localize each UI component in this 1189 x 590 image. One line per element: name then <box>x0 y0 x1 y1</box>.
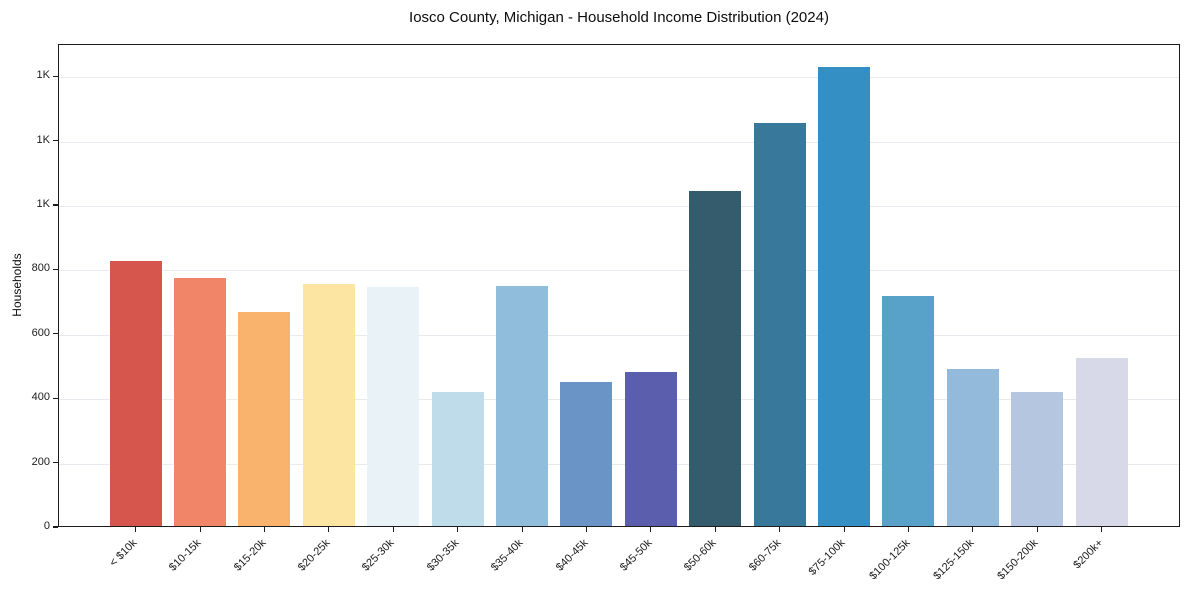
bar <box>238 312 291 526</box>
bar <box>624 371 677 526</box>
bar <box>1011 392 1064 526</box>
x-tick-mark <box>457 527 459 532</box>
x-tick-label: $150-200k <box>995 537 1041 583</box>
x-tick-mark <box>843 527 845 532</box>
bar <box>495 286 548 526</box>
gridline <box>59 334 1179 336</box>
x-tick-mark <box>199 527 201 532</box>
y-tick-mark <box>53 397 58 399</box>
bar <box>946 368 999 526</box>
gridline <box>59 77 1179 79</box>
gridline <box>59 270 1179 272</box>
y-tick-label: 0 <box>43 520 50 532</box>
y-tick-label: 1K <box>36 133 50 146</box>
x-tick-mark <box>135 527 137 532</box>
x-tick-mark <box>650 527 652 532</box>
x-tick-mark <box>1101 527 1103 532</box>
x-tick-mark <box>521 527 523 532</box>
y-tick-mark <box>53 526 58 528</box>
bar <box>1075 357 1128 526</box>
x-tick-label: $20-25k <box>295 537 333 574</box>
x-tick-mark <box>392 527 394 532</box>
y-tick-label: 200 <box>31 455 50 468</box>
y-tick-mark <box>53 268 58 270</box>
plot-area <box>58 44 1180 527</box>
y-tick-label: 400 <box>31 391 50 404</box>
x-tick-label: $10-15k <box>166 537 204 574</box>
bar <box>753 122 806 526</box>
y-tick-mark <box>53 75 58 77</box>
y-tick-mark <box>53 140 58 142</box>
y-tick-mark <box>53 204 58 206</box>
y-tick-label: 800 <box>31 262 50 275</box>
y-tick-label: 1K <box>36 198 50 210</box>
bar <box>882 296 935 526</box>
x-tick-label: $45-50k <box>617 537 655 574</box>
gridline <box>59 399 1179 401</box>
gridline <box>59 141 1179 143</box>
x-tick-label: $30-35k <box>424 537 462 574</box>
x-tick-mark <box>328 527 330 532</box>
x-tick-label: $15-20k <box>231 537 268 574</box>
x-tick-mark <box>263 527 266 532</box>
x-tick-label: $60-75k <box>746 537 784 574</box>
y-tick-label: 600 <box>31 326 50 339</box>
bar <box>817 66 870 526</box>
x-tick-label: $200k+ <box>1070 537 1106 572</box>
bar <box>173 277 226 526</box>
bar <box>431 392 484 526</box>
gridline <box>59 463 1179 465</box>
x-tick-label: $100-125k <box>866 537 912 583</box>
x-tick-label: $50-60k <box>682 537 719 574</box>
bar <box>302 283 355 526</box>
chart-title: Iosco County, Michigan - Household Incom… <box>409 9 829 26</box>
x-tick-label: $35-40k <box>488 537 526 574</box>
x-tick-label: $40-45k <box>553 537 590 574</box>
y-tick-label: 1K <box>36 69 50 82</box>
y-tick-mark <box>53 462 58 464</box>
x-tick-label: $75-100k <box>806 537 848 578</box>
x-tick-mark <box>972 527 974 532</box>
gridline <box>59 206 1179 207</box>
bar <box>109 261 162 526</box>
x-tick-label: < $10k <box>107 537 140 570</box>
y-tick-mark <box>53 333 58 335</box>
x-tick-label: $125-150k <box>931 537 977 583</box>
bar <box>367 287 420 526</box>
x-tick-mark <box>907 527 910 532</box>
x-tick-mark <box>779 527 781 532</box>
bar <box>560 381 613 526</box>
x-tick-mark <box>585 527 588 532</box>
x-tick-mark <box>1036 527 1038 532</box>
x-tick-label: $25-30k <box>360 537 397 574</box>
x-tick-mark <box>714 527 716 532</box>
bar <box>689 191 742 526</box>
